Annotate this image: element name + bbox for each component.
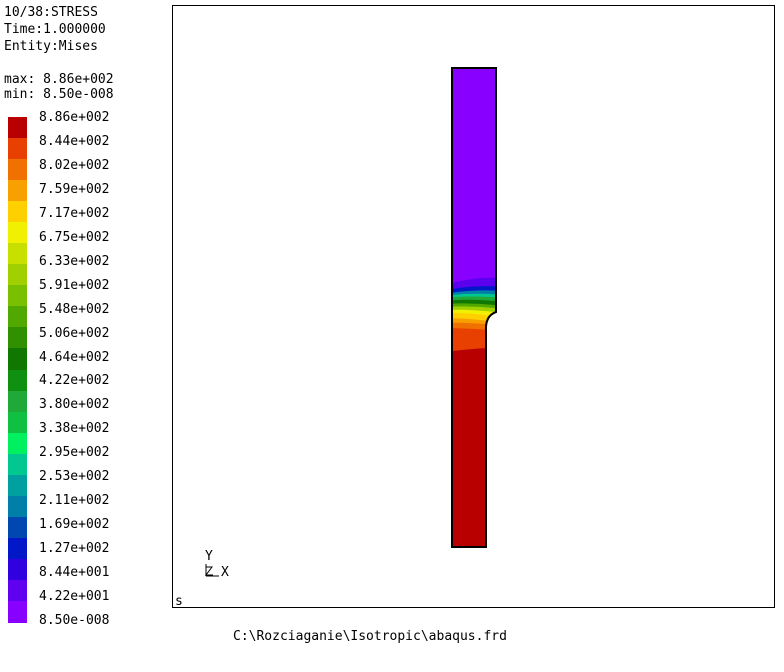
specimen-contour [452, 68, 496, 547]
legend-swatch [8, 138, 27, 161]
legend-label: 8.44e+001 [39, 565, 110, 581]
legend-swatch [8, 348, 27, 371]
model-canvas[interactable] [173, 6, 776, 609]
legend-label: 4.22e+001 [39, 589, 110, 605]
legend-swatch [8, 180, 27, 203]
legend-label: 7.59e+002 [39, 181, 110, 197]
legend-swatch [8, 159, 27, 182]
legend-label: 1.27e+002 [39, 541, 110, 557]
legend-label: 4.64e+002 [39, 349, 110, 365]
legend-label: 5.91e+002 [39, 277, 110, 293]
axis-triad [205, 564, 219, 577]
legend-label: 2.53e+002 [39, 469, 110, 485]
legend-label: 6.75e+002 [39, 229, 110, 245]
legend-label: 2.11e+002 [39, 493, 110, 509]
legend-swatch [8, 222, 27, 245]
legend-swatch [8, 327, 27, 350]
legend-swatch [8, 411, 27, 434]
max-label: max: 8.86e+002 [4, 72, 114, 87]
legend-swatch [8, 390, 27, 413]
legend-label: 5.48e+002 [39, 301, 110, 317]
step-label: 10/38:STRESS [4, 5, 98, 20]
entity-label: Entity:Mises [4, 39, 98, 54]
legend-swatch [8, 558, 27, 581]
legend-label: 8.86e+002 [39, 110, 110, 125]
legend-label: 8.02e+002 [39, 157, 110, 173]
legend-swatch [8, 264, 27, 287]
legend-swatch [8, 243, 27, 266]
legend-swatch [8, 117, 27, 139]
axis-x-label: X [221, 565, 229, 580]
legend-swatch [8, 495, 27, 518]
legend-label: 4.22e+002 [39, 373, 110, 389]
min-label: min: 8.50e-008 [4, 87, 114, 102]
legend-label: 6.33e+002 [39, 253, 110, 269]
legend-label: 5.06e+002 [39, 325, 110, 341]
color-legend: 8.86e+002 8.44e+002 8.02e+002 7.59e+002 7.17… [8, 111, 128, 628]
legend-label: 7.17e+002 [39, 205, 110, 221]
legend-label: 3.80e+002 [39, 397, 110, 413]
legend-swatch [8, 516, 27, 539]
legend-label: 1.69e+002 [39, 517, 110, 533]
contour-band-top [452, 68, 496, 286]
legend-swatch [8, 432, 27, 455]
axis-y-label: Y [205, 549, 213, 564]
file-path-label: C:\Rozciaganie\Isotropic\abaqus.frd [233, 629, 507, 644]
legend-swatch [8, 201, 27, 224]
legend-swatch [8, 453, 27, 476]
legend-swatch [8, 306, 27, 329]
legend-swatch [8, 474, 27, 497]
model-viewport[interactable]: Y X s [172, 5, 775, 608]
legend-label: 8.50e-008 [39, 613, 110, 628]
legend-label: 8.44e+002 [39, 133, 110, 149]
legend-swatch [8, 537, 27, 560]
legend-label: 2.95e+002 [39, 445, 110, 461]
legend-swatch [8, 369, 27, 392]
legend-swatch [8, 285, 27, 308]
legend-swatch [8, 600, 27, 623]
viewport-corner-label: s [175, 594, 183, 609]
legend-swatch [8, 579, 27, 602]
legend-label: 3.38e+002 [39, 421, 110, 437]
specimen-outline [451, 67, 497, 548]
time-label: Time:1.000000 [4, 22, 106, 37]
